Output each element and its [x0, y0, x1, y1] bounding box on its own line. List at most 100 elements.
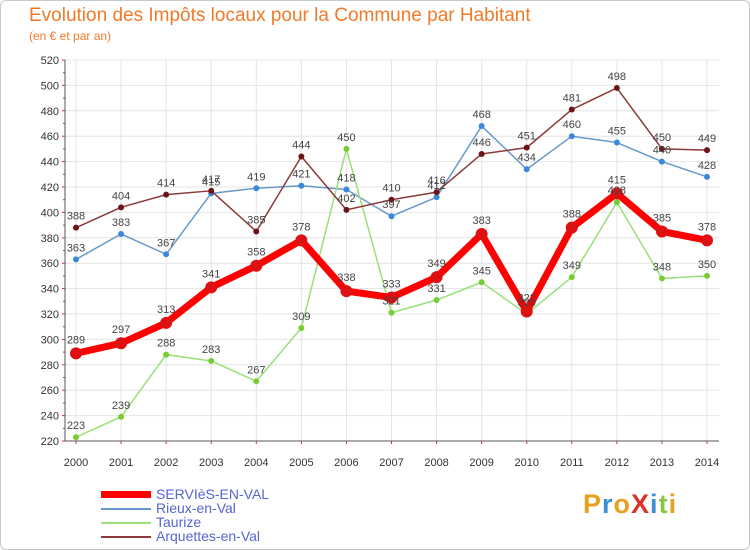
data-point — [340, 285, 353, 298]
data-label: 481 — [563, 93, 581, 105]
data-label: 383 — [112, 217, 130, 229]
x-tick-label: 2013 — [650, 457, 674, 469]
x-tick-label: 2011 — [560, 457, 584, 469]
data-label: 444 — [292, 140, 310, 152]
data-point — [343, 186, 350, 193]
logo-letter: X — [631, 489, 651, 519]
data-point — [478, 279, 485, 286]
logo-letter: o — [613, 489, 632, 519]
data-point — [430, 271, 443, 284]
data-point — [433, 189, 440, 196]
y-tick-label: 220 — [41, 436, 59, 448]
data-point — [73, 434, 79, 441]
x-tick-label: 2006 — [334, 457, 358, 469]
series-arquettes-en-val — [73, 84, 710, 235]
x-tick-label: 2012 — [605, 457, 629, 469]
data-label: 418 — [337, 173, 355, 185]
data-label: 341 — [202, 268, 220, 280]
x-tick-label: 2008 — [424, 457, 448, 469]
data-point — [298, 182, 305, 189]
data-label: 408 — [608, 185, 626, 197]
data-label: 322 — [518, 292, 536, 304]
x-tick-label: 2002 — [154, 457, 178, 469]
x-tick-label: 2009 — [469, 457, 493, 469]
data-point — [433, 194, 440, 201]
data-label: 385 — [247, 214, 265, 226]
data-point — [433, 297, 440, 304]
data-label: 348 — [653, 261, 671, 273]
data-point — [70, 347, 82, 360]
data-label: 468 — [472, 109, 490, 121]
data-label: 331 — [427, 283, 445, 295]
data-label: 383 — [472, 215, 490, 227]
y-tick-label: 260 — [41, 385, 59, 397]
y-tick-label: 320 — [41, 309, 59, 321]
data-point — [701, 234, 713, 247]
y-tick-label: 440 — [41, 157, 59, 169]
data-point — [343, 145, 350, 152]
data-label: 349 — [427, 258, 445, 270]
data-label: 385 — [653, 212, 671, 224]
data-label: 289 — [67, 334, 85, 346]
y-tick-label: 480 — [41, 106, 59, 118]
data-point — [118, 204, 125, 211]
chart-subtitle: (en € et par an) — [29, 29, 112, 43]
legend-swatch — [101, 536, 151, 538]
axes: 220 240 260 280 300 320 340 360 380 400 420 440 460 4… — [41, 55, 720, 469]
data-point — [208, 357, 215, 364]
data-point — [298, 153, 305, 160]
legend-swatch — [101, 522, 151, 524]
data-point — [478, 123, 485, 130]
data-label: 349 — [563, 260, 581, 272]
data-point — [205, 281, 218, 294]
data-label: 397 — [382, 199, 400, 211]
data-label: 321 — [382, 296, 400, 308]
data-point — [160, 316, 173, 329]
data-point — [343, 206, 350, 213]
data-point — [253, 228, 260, 235]
legend-label: SERVIèS-EN-VAL — [156, 486, 270, 502]
data-label: 283 — [202, 344, 220, 356]
data-label: 446 — [472, 137, 490, 149]
logo-letter: P — [583, 489, 603, 519]
data-labels: 363 383 367 415 419 421 418 397 412 468 434 460 455 4… — [67, 71, 716, 432]
data-point — [295, 234, 308, 247]
data-point — [73, 224, 79, 231]
x-tick-label: 2007 — [379, 457, 403, 469]
data-label: 434 — [518, 152, 536, 164]
series-servi-s-en-val — [70, 187, 713, 360]
data-point — [658, 158, 665, 165]
data-label: 417 — [202, 174, 220, 186]
x-tick-label: 2010 — [514, 457, 538, 469]
data-point — [118, 230, 125, 237]
data-point — [250, 259, 263, 272]
grid-lines — [65, 59, 719, 442]
legend-label: Rieux-en-Val — [156, 500, 236, 516]
data-label: 338 — [337, 272, 355, 284]
data-point — [655, 225, 668, 238]
data-label: 415 — [202, 176, 220, 188]
y-tick-label: 280 — [41, 360, 59, 372]
data-label: 455 — [608, 126, 626, 138]
data-label: 358 — [247, 247, 265, 259]
y-tick-label: 380 — [41, 233, 59, 245]
legend-swatch — [101, 508, 151, 510]
data-point — [523, 166, 530, 173]
y-tick-label: 300 — [41, 334, 59, 346]
data-label: 388 — [563, 209, 581, 221]
data-point — [568, 274, 575, 281]
data-label: 419 — [247, 171, 265, 183]
data-label: 451 — [518, 131, 536, 143]
data-point — [118, 413, 125, 420]
logo-letter: i — [668, 489, 678, 519]
data-point — [115, 337, 128, 350]
data-label: 498 — [608, 71, 626, 83]
data-label: 414 — [157, 178, 175, 190]
data-point — [388, 196, 395, 203]
legend-label: Arquettes-en-Val — [156, 528, 261, 544]
data-label: 333 — [382, 278, 400, 290]
data-label: 313 — [157, 304, 175, 316]
data-point — [163, 191, 170, 198]
data-point — [613, 139, 620, 146]
